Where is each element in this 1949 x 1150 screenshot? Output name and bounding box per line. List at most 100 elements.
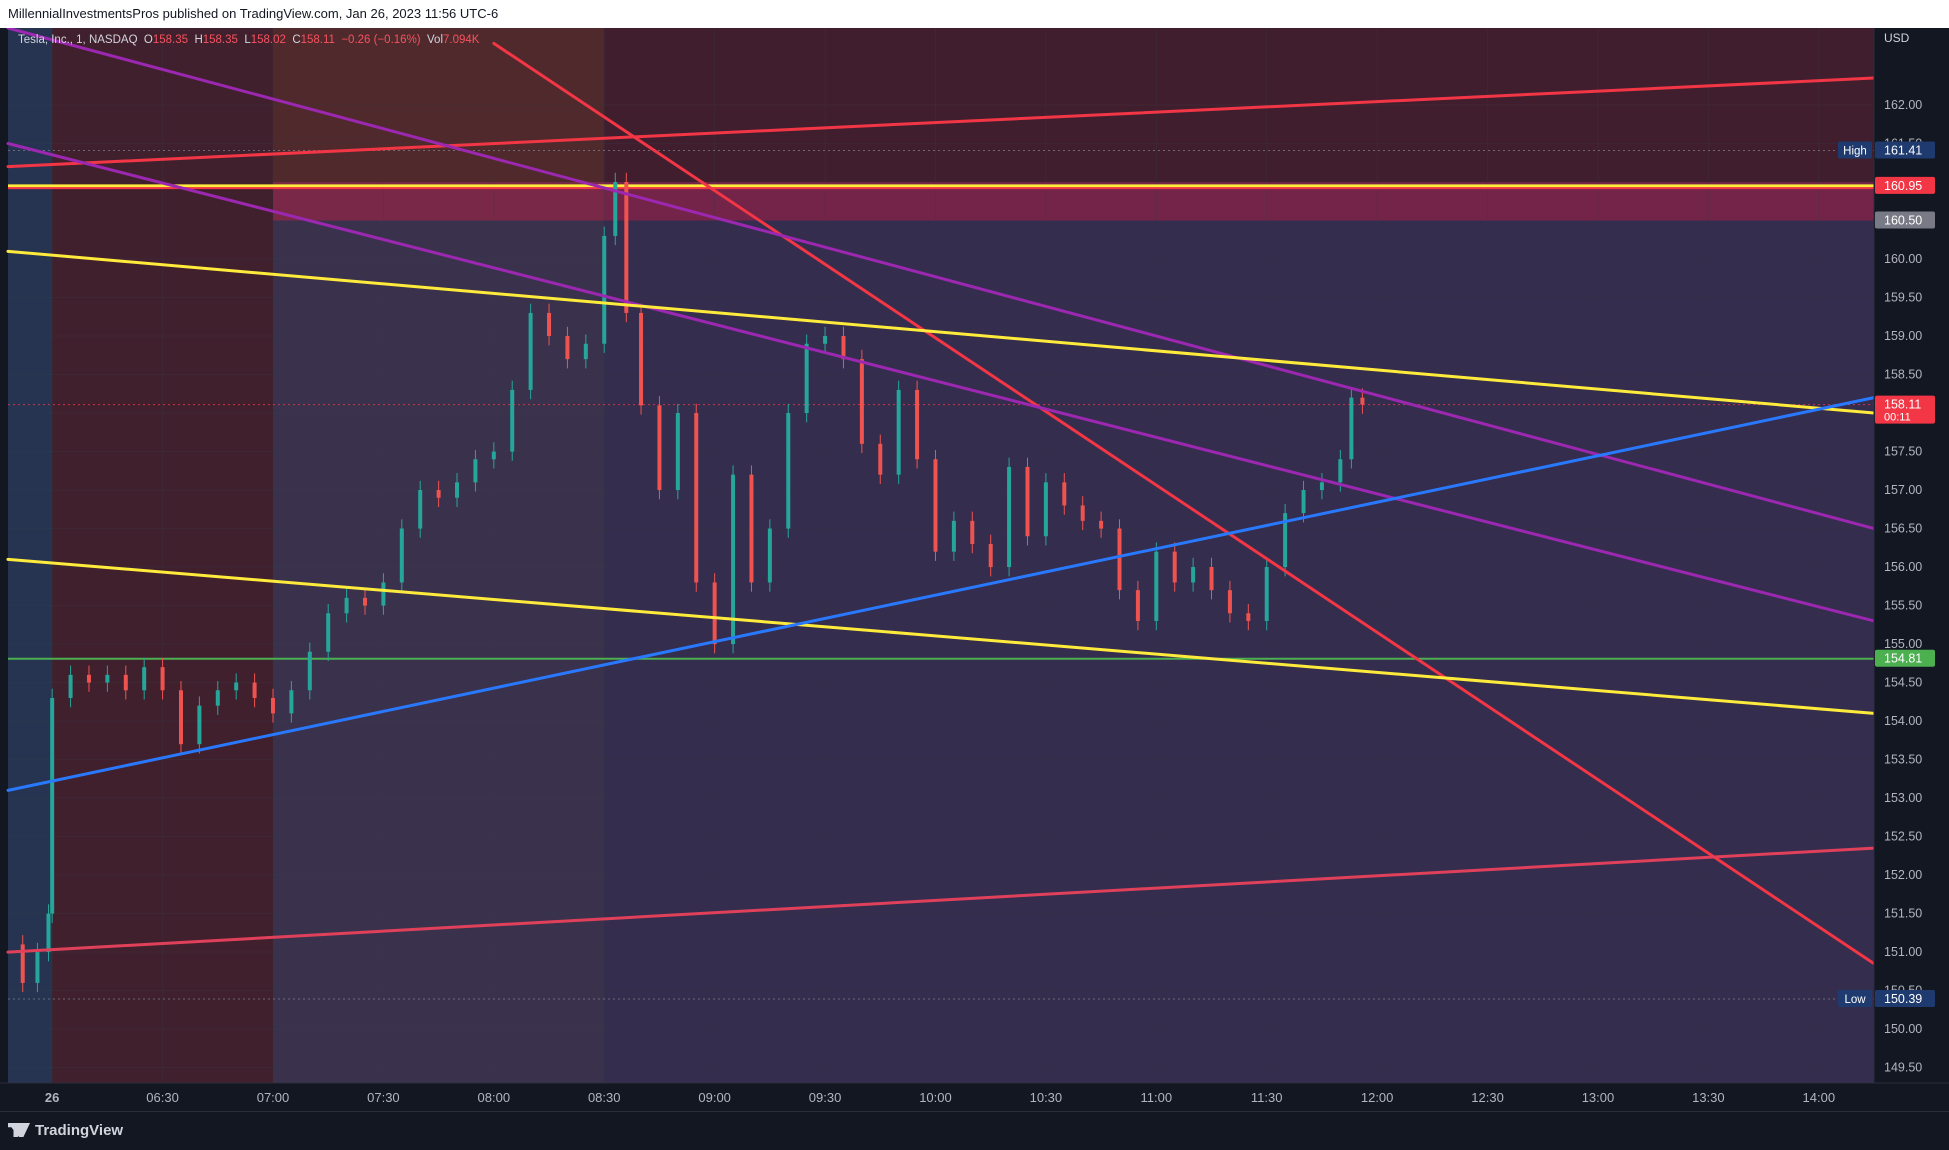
publisher-bar: MillennialInvestmentsPros published on T… xyxy=(0,0,1949,28)
candle-body xyxy=(731,474,736,645)
y-tick-label: 157.50 xyxy=(1884,445,1922,459)
candle-body xyxy=(823,336,828,344)
symbol-name: Tesla, Inc., 1, NASDAQ xyxy=(18,34,138,46)
y-tick-label: 155.00 xyxy=(1884,637,1922,651)
brand-label: TradingView xyxy=(35,1122,124,1139)
candle-body xyxy=(859,359,864,444)
x-tick-label: 11:30 xyxy=(1251,1090,1283,1105)
publisher-text: MillennialInvestmentsPros published on T… xyxy=(8,6,499,21)
low-label: L xyxy=(244,34,251,46)
candle-body xyxy=(767,528,772,583)
price-tag-box xyxy=(1838,141,1872,159)
candle-body xyxy=(1301,490,1306,514)
price-scale-bg xyxy=(1874,28,1949,1111)
time-scale-bg xyxy=(0,1083,1949,1111)
change-value: −0.26 (−0.16%) xyxy=(341,34,421,46)
price-label-box xyxy=(1875,649,1935,667)
price-label-text: 161.41 xyxy=(1884,143,1922,157)
candle-body xyxy=(418,490,423,529)
candle-body xyxy=(473,459,478,483)
y-tick-label: 152.50 xyxy=(1884,830,1922,844)
x-tick-label: 13:00 xyxy=(1582,1090,1615,1105)
candle-body xyxy=(1283,513,1288,568)
candle-body xyxy=(234,682,239,691)
candle-body xyxy=(436,490,441,498)
price-label-text: 150.39 xyxy=(1884,992,1922,1006)
candle-body xyxy=(270,697,275,714)
high-label: H xyxy=(194,34,203,46)
candle-body xyxy=(988,543,993,568)
candle-body xyxy=(307,651,312,691)
candle-body xyxy=(215,690,220,706)
y-tick-label: 157.00 xyxy=(1884,483,1922,497)
x-tick-label: 10:00 xyxy=(919,1090,952,1105)
candle-body xyxy=(1338,459,1343,483)
candle-body xyxy=(841,336,846,360)
trendline-red-descending xyxy=(492,41,1876,966)
candle-body xyxy=(1154,551,1159,621)
candle-body xyxy=(1246,613,1251,621)
price-label-text: 154.81 xyxy=(1884,652,1922,666)
candle-body xyxy=(68,674,73,698)
candle-body xyxy=(399,528,404,583)
candle-body xyxy=(1080,505,1085,521)
candle-body xyxy=(1264,567,1269,621)
candle-body xyxy=(1007,466,1012,568)
trendline-yellow-upper xyxy=(6,249,1876,415)
candle-body xyxy=(20,944,25,983)
candle-body xyxy=(35,952,40,983)
price-tag-text: Low xyxy=(1844,994,1866,1006)
range-box-1 xyxy=(272,220,1874,1083)
x-tick-label: 09:30 xyxy=(809,1090,842,1105)
trendline-purple-upper xyxy=(6,26,1876,531)
price-tag-box xyxy=(1838,990,1872,1008)
candle-body xyxy=(1319,482,1324,491)
price-tag-text: High xyxy=(1843,145,1867,157)
candle-body xyxy=(1360,397,1365,405)
candle-body xyxy=(528,312,533,390)
open-label: O xyxy=(143,34,153,46)
candle-body xyxy=(50,697,55,914)
candle-body xyxy=(602,235,607,344)
price-label-box xyxy=(1875,176,1935,194)
price-label-countdown: 00:11 xyxy=(1884,412,1911,424)
candle-body xyxy=(583,343,588,360)
trendline-purple-lower xyxy=(6,142,1876,623)
x-tick-label: 06:30 xyxy=(146,1090,179,1105)
currency-label: USD xyxy=(1884,31,1910,45)
session-zone-0 xyxy=(8,28,53,1083)
candle-body xyxy=(160,667,165,691)
x-tick-label: 12:30 xyxy=(1471,1090,1504,1105)
candle-body xyxy=(197,705,202,745)
x-tick-label: 11:00 xyxy=(1141,1090,1173,1105)
candle-body xyxy=(786,413,791,529)
tradingview-logo[interactable]: TradingView xyxy=(8,1122,123,1139)
y-tick-label: 159.00 xyxy=(1884,329,1922,343)
y-tick-label: 154.50 xyxy=(1884,676,1922,690)
x-tick-label: 09:00 xyxy=(698,1090,731,1105)
x-tick-label: 07:00 xyxy=(257,1090,290,1105)
y-tick-label: 156.00 xyxy=(1884,560,1922,574)
candle-body xyxy=(896,389,901,475)
x-tick-label: 08:30 xyxy=(588,1090,621,1105)
x-tick-label: 08:00 xyxy=(478,1090,511,1105)
y-tick-label: 151.00 xyxy=(1884,945,1922,959)
y-tick-label: 153.50 xyxy=(1884,753,1922,767)
candle-body xyxy=(565,336,570,360)
candle-body xyxy=(252,682,257,698)
y-tick-label: 151.50 xyxy=(1884,907,1922,921)
x-tick-label: 26 xyxy=(45,1090,59,1105)
vol-value: 7.094K xyxy=(443,34,480,46)
price-label-text: 160.50 xyxy=(1884,214,1922,228)
y-tick-label: 156.50 xyxy=(1884,522,1922,536)
candle-body xyxy=(694,413,699,583)
trendline-blue-ascending xyxy=(6,396,1876,792)
price-chart[interactable]: USD149.50150.00150.50151.00151.50152.001… xyxy=(0,26,1949,1111)
y-tick-label: 153.00 xyxy=(1884,791,1922,805)
candle-body xyxy=(86,674,91,683)
open-value: 158.35 xyxy=(152,34,189,46)
chart-area[interactable]: USD149.50150.00150.50151.00151.50152.001… xyxy=(0,26,1949,1111)
candle-body xyxy=(657,405,662,491)
y-tick-label: 160.00 xyxy=(1884,252,1922,266)
candle-body xyxy=(491,451,496,460)
